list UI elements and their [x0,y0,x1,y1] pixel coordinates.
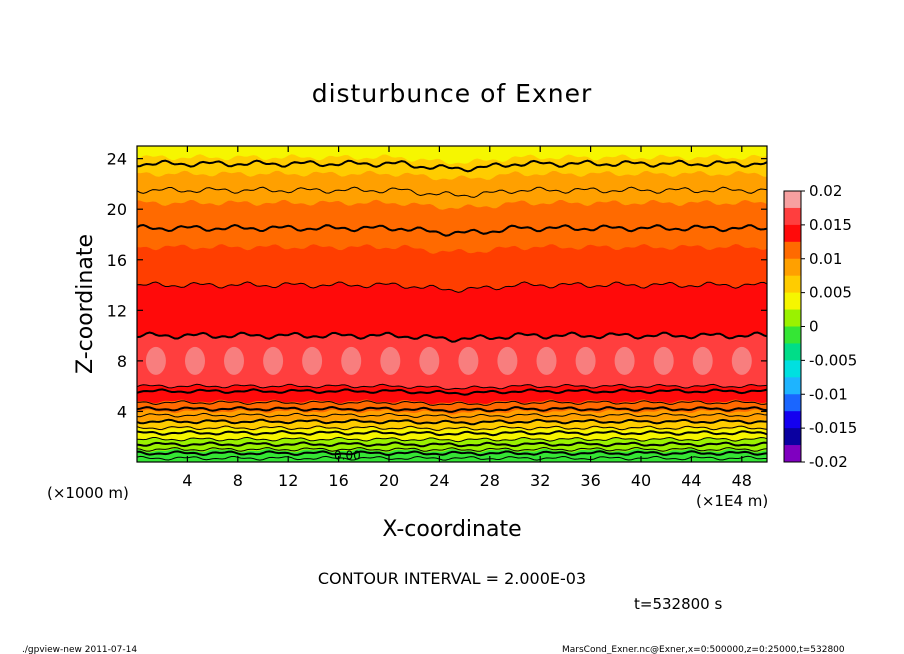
colorbar-swatch [784,326,801,344]
plot-area: 0.00 [136,145,768,463]
y-tick-label: 16 [107,251,127,270]
x-tick-label: 44 [681,471,701,490]
colorbar-tick-label: 0.01 [809,250,842,268]
contour-line [136,412,768,419]
color-band-highlight [224,346,244,375]
colorbar-swatch [784,224,801,243]
color-band-highlight [419,346,440,375]
time-text: t=532800 s [634,595,722,613]
x-tick-label: 28 [480,471,500,490]
x-tick-label: 12 [278,471,298,490]
x-tick-label: 8 [233,471,243,490]
x-tick-label: 32 [530,471,550,490]
colorbar-swatch [784,394,801,412]
colorbar-tick-label: -0.02 [809,453,848,471]
contour-line [136,441,768,448]
x-multiplier-label: (×1E4 m) [696,492,768,510]
contour-line [136,425,768,431]
contour-line [136,223,768,237]
colorbar-tick-label: 0.02 [809,182,842,200]
color-band-highlight [380,346,401,375]
x-tick-label: 20 [379,471,399,490]
contour-line [136,400,768,406]
colorbar-swatch [784,411,801,429]
contour-line [136,446,768,452]
color-band-highlight [653,346,674,375]
color-band-highlight [536,346,557,375]
colorbar-swatch [784,377,801,395]
color-band-highlight [302,346,323,375]
colorbar-swatch [784,309,801,327]
contour-line [136,388,768,396]
colorbar-swatch [784,241,801,260]
x-tick-label: 40 [631,471,651,490]
y-tick-label: 24 [107,150,127,169]
contour-line [136,455,767,461]
y-tick-label: 4 [117,402,127,421]
y-tick-label: 20 [107,200,127,219]
contour-line [136,418,768,426]
colorbar-swatch [784,258,801,277]
contour-interval-text: CONTOUR INTERVAL = 2.000E-03 [318,569,586,588]
y-axis-label: Z-coordinate [73,234,98,374]
contour-line [136,281,768,293]
colorbar-swatch [784,445,801,463]
contour-line [136,405,768,413]
colorbar-swatch [784,428,801,446]
contour-line [136,436,768,443]
color-band-highlight [575,346,596,375]
contour-line [136,383,768,390]
color-band-highlight [614,346,635,375]
colorbar-swatch [784,207,801,226]
y-tick-label: 8 [117,352,127,371]
colorbar: 0.02 0.015 0.01 0.005 0 -0.005 -0.01 -0.015 -0.0… [783,182,857,471]
color-band-highlight [731,346,752,375]
x-tick-label: 24 [429,471,449,490]
color-band-highlight [341,346,362,375]
color-band-highlight [263,346,284,375]
x-tick-label: 48 [732,471,752,490]
x-axis-label: X-coordinate [382,517,521,542]
contour-line [136,331,768,343]
y-tick-label: 12 [107,301,127,320]
x-tick-label: 4 [182,471,192,490]
colorbar-tick-label: 0.015 [809,216,852,234]
footer-right: MarsCond_Exner.nc@Exner,x=0:500000,z=0:2… [562,645,845,654]
x-tick-label: 36 [580,471,600,490]
x-units-label: (×1000 m) [47,484,129,502]
colorbar-swatch [784,275,801,294]
contour-line [136,159,768,173]
footer-left: ./gpview-new 2011-07-14 [22,645,137,654]
colorbar-swatch [784,360,801,378]
color-band-highlight [497,346,518,375]
color-band-highlight [185,346,205,375]
chart-title: disturbunce of Exner [312,79,593,108]
colorbar-tick-label: 0.005 [809,284,852,302]
colorbar-tick-label: 0 [809,318,819,336]
colorbar-swatch [784,292,801,311]
colorbar-swatch [784,191,801,209]
colorbar-tick-label: -0.005 [809,351,857,369]
color-band-highlight [458,346,479,375]
contour-line [136,186,768,198]
contour-line [136,450,768,457]
colorbar-swatch [784,343,801,361]
colorbar-tick-label: -0.01 [809,385,848,403]
contour-line [136,429,768,437]
colorbar-tick-label: -0.015 [809,419,857,437]
color-band-highlight [145,346,166,375]
contour-label: 0.00 [334,448,361,462]
color-band-highlight [692,346,713,375]
x-tick-label: 16 [328,471,348,490]
